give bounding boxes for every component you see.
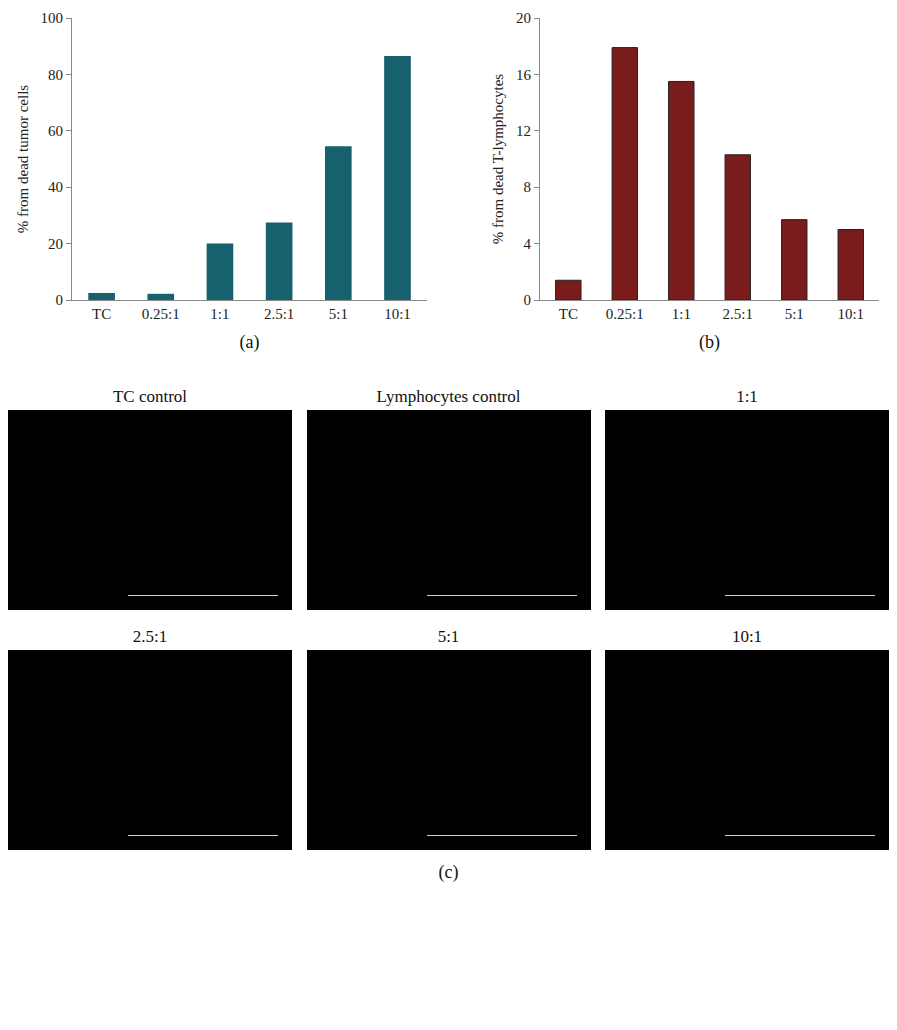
html-text:10:1: 10:1 bbox=[731, 627, 763, 646]
svg-text:16: 16 bbox=[516, 67, 532, 83]
svg-text:0: 0 bbox=[56, 292, 64, 308]
html-text:Lymphocytes control: Lymphocytes control bbox=[376, 387, 521, 406]
svg-text:10:1: 10:1 bbox=[837, 306, 864, 322]
html-text:TC control: TC control bbox=[112, 387, 188, 406]
html-text:(c): (c) bbox=[438, 862, 459, 882]
svg-text:1:1: 1:1 bbox=[672, 306, 691, 322]
svg-text:80: 80 bbox=[48, 67, 63, 83]
svg-text:0.25:1: 0.25:1 bbox=[606, 306, 644, 322]
svg-text:(b): (b) bbox=[699, 332, 720, 353]
svg-text:40: 40 bbox=[48, 179, 63, 195]
svg-text:8: 8 bbox=[524, 179, 532, 195]
svg-text:4: 4 bbox=[524, 236, 532, 252]
svg-text:60: 60 bbox=[48, 123, 63, 139]
html-text:2.5:1: 2.5:1 bbox=[132, 627, 168, 646]
svg-text:% from dead T-lymphocytes: % from dead T-lymphocytes bbox=[490, 74, 506, 245]
svg-text:1:1: 1:1 bbox=[210, 306, 229, 322]
svg-text:% from dead tumor cells: % from dead tumor cells bbox=[15, 85, 31, 233]
svg-text:(a): (a) bbox=[240, 332, 260, 353]
svg-text:2.5:1: 2.5:1 bbox=[264, 306, 294, 322]
svg-text:20: 20 bbox=[516, 10, 531, 26]
svg-text:5:1: 5:1 bbox=[329, 306, 348, 322]
svg-text:20: 20 bbox=[48, 236, 63, 252]
svg-text:2.5:1: 2.5:1 bbox=[723, 306, 753, 322]
svg-text:12: 12 bbox=[516, 123, 531, 139]
svg-text:TC: TC bbox=[559, 306, 578, 322]
svg-text:TC: TC bbox=[92, 306, 111, 322]
svg-text:0.25:1: 0.25:1 bbox=[142, 306, 180, 322]
html-text:5:1: 5:1 bbox=[437, 627, 460, 646]
svg-text:0: 0 bbox=[524, 292, 532, 308]
svg-text:10:1: 10:1 bbox=[384, 306, 411, 322]
svg-text:100: 100 bbox=[41, 10, 64, 26]
html-text:1:1: 1:1 bbox=[736, 387, 758, 406]
svg-text:5:1: 5:1 bbox=[785, 306, 804, 322]
